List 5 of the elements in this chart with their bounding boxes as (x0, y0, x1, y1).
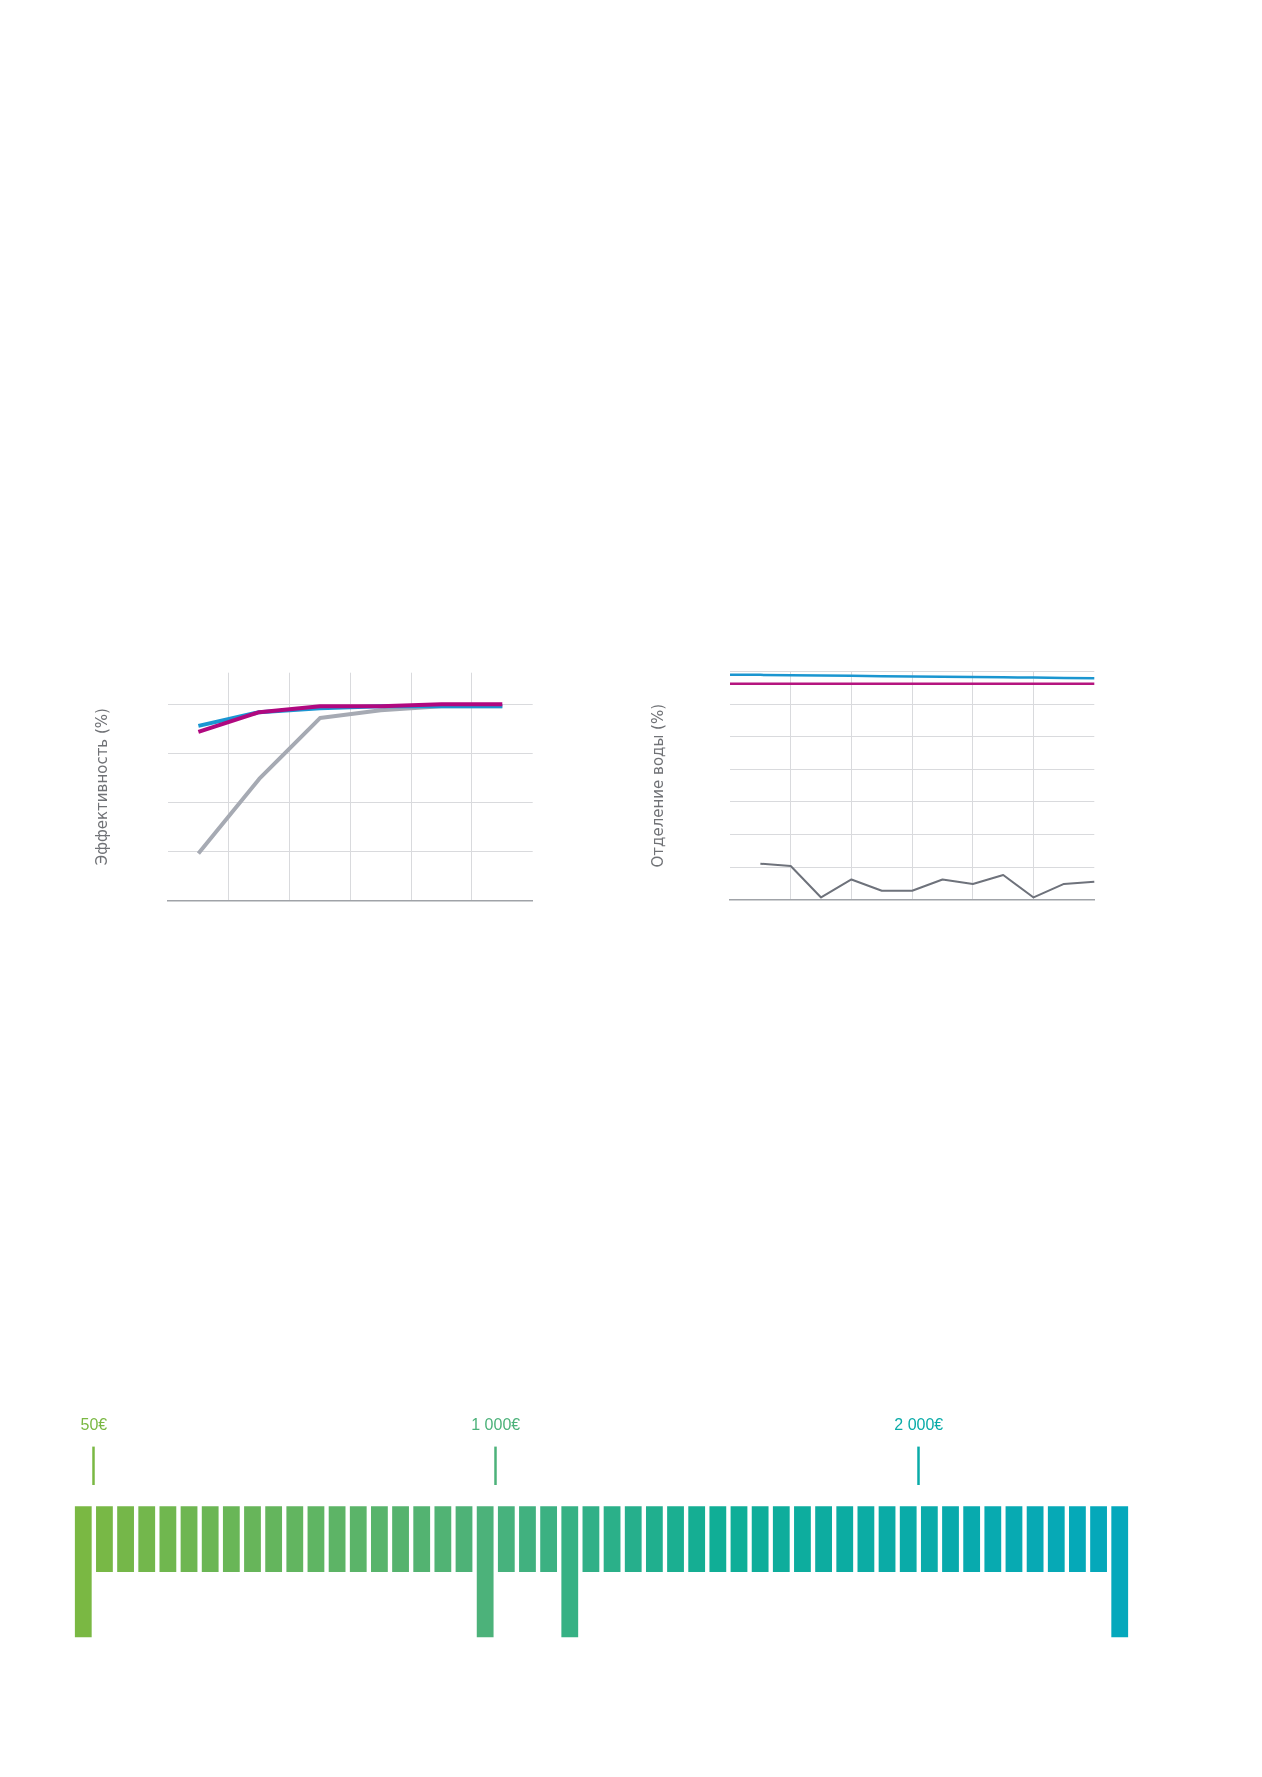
x-tick-label: 1 000€ (471, 1415, 521, 1433)
x-tick-label: 2 000€ (894, 1415, 944, 1433)
y-axis-title: Эффективность (%) (93, 708, 112, 866)
x-tick-label: 50€ (80, 1415, 108, 1433)
y-axis-title: Отделение воды (%) (648, 703, 667, 868)
